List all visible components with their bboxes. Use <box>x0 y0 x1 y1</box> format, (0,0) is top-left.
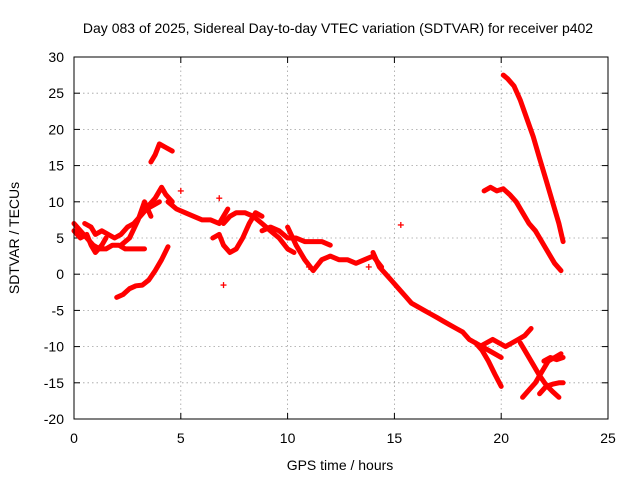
y-tick-label: 15 <box>48 158 64 174</box>
series-arc-08 <box>165 199 231 226</box>
x-tick-label: 15 <box>387 430 403 446</box>
y-tick-label: 25 <box>48 85 64 101</box>
series-arc-06 <box>148 141 175 165</box>
y-tick-label: 0 <box>56 266 64 282</box>
plot-area <box>71 72 566 400</box>
plot-frame <box>73 56 609 420</box>
y-tick-label: 10 <box>48 194 64 210</box>
isolated-point <box>365 263 372 270</box>
y-axis-label: SDTVAR / TECUs <box>6 182 22 294</box>
y-tick-label: 5 <box>56 230 64 246</box>
y-tick-label: -20 <box>44 411 64 427</box>
x-tick-label: 5 <box>177 430 185 446</box>
series-arc-14 <box>477 326 534 350</box>
x-tick-label: 10 <box>280 430 296 446</box>
isolated-point <box>305 263 312 270</box>
y-tick-label: 30 <box>48 49 64 65</box>
isolated-point <box>177 187 184 194</box>
series-arc-11 <box>259 224 333 248</box>
y-tick-label: 20 <box>48 121 64 137</box>
x-tick-label: 25 <box>600 430 616 446</box>
x-tick-label: 0 <box>70 430 78 446</box>
series-arc-07 <box>114 244 171 300</box>
isolated-point <box>397 221 404 228</box>
series-arc-16 <box>481 184 564 274</box>
series-arc-17 <box>500 72 566 245</box>
isolated-point <box>216 195 223 202</box>
series-arc-15 <box>473 340 504 389</box>
x-tick-label: 20 <box>493 430 509 446</box>
series-arc-20 <box>537 380 566 397</box>
axis-ticks: 0 5 10 15 20 25 -20 -15 -10 -5 0 5 10 15 20 25 30 <box>44 49 616 446</box>
isolated-point <box>220 282 227 289</box>
y-tick-label: -5 <box>52 302 65 318</box>
series-arc-12 <box>285 224 385 274</box>
series-arc-05 <box>146 184 175 208</box>
series-arc-21 <box>541 355 566 364</box>
y-tick-label: -15 <box>44 375 64 391</box>
x-axis-label: GPS time / hours <box>287 457 394 473</box>
series-arc-10 <box>221 210 297 255</box>
y-tick-label: -10 <box>44 339 64 355</box>
series-arc-02 <box>71 228 109 255</box>
chart-title: Day 083 of 2025, Sidereal Day-to-day VTE… <box>83 20 593 36</box>
